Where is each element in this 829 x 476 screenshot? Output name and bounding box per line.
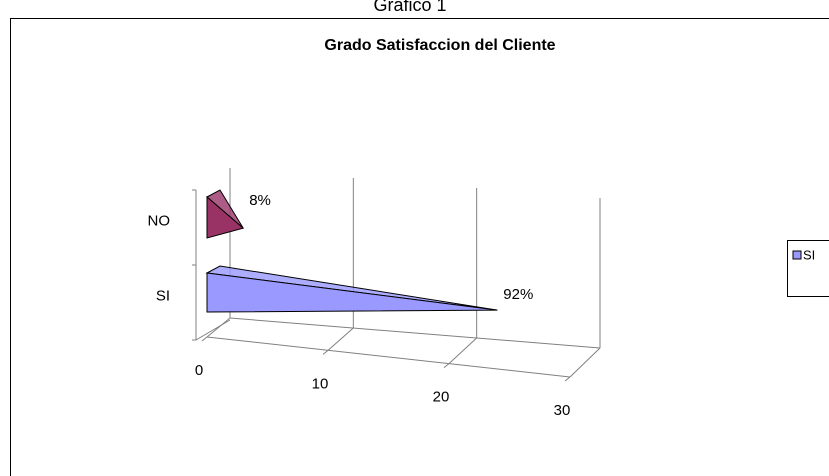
chart-title: Grado Satisfaccion del Cliente bbox=[324, 37, 555, 54]
x-tick-label: 30 bbox=[554, 402, 571, 419]
floor-grid bbox=[569, 347, 601, 378]
bar bbox=[206, 195, 245, 239]
floor-grid bbox=[206, 317, 231, 338]
chart-frame bbox=[10, 18, 829, 476]
x-tick-label: 20 bbox=[433, 389, 450, 406]
legend-swatch bbox=[792, 250, 802, 260]
legend bbox=[787, 240, 829, 297]
page-title: Grafico 1 bbox=[373, 0, 446, 15]
floor-back bbox=[229, 317, 601, 349]
x-tick bbox=[564, 376, 571, 382]
y-tick-label: SI bbox=[156, 287, 170, 304]
bar bbox=[206, 272, 498, 313]
floor-grid bbox=[448, 337, 478, 365]
x-tick bbox=[201, 336, 208, 342]
x-tick bbox=[322, 349, 329, 355]
value-axis bbox=[206, 336, 571, 378]
floor-edge bbox=[195, 319, 231, 341]
x-tick-label: 10 bbox=[312, 375, 329, 392]
y-tick-label: NO bbox=[148, 212, 171, 229]
floor-grid bbox=[327, 327, 354, 351]
x-tick-label: 0 bbox=[195, 362, 203, 379]
value-label: 8% bbox=[249, 192, 271, 209]
x-tick bbox=[443, 363, 450, 369]
value-label: 92% bbox=[503, 286, 533, 303]
legend-label: SI bbox=[803, 247, 815, 262]
